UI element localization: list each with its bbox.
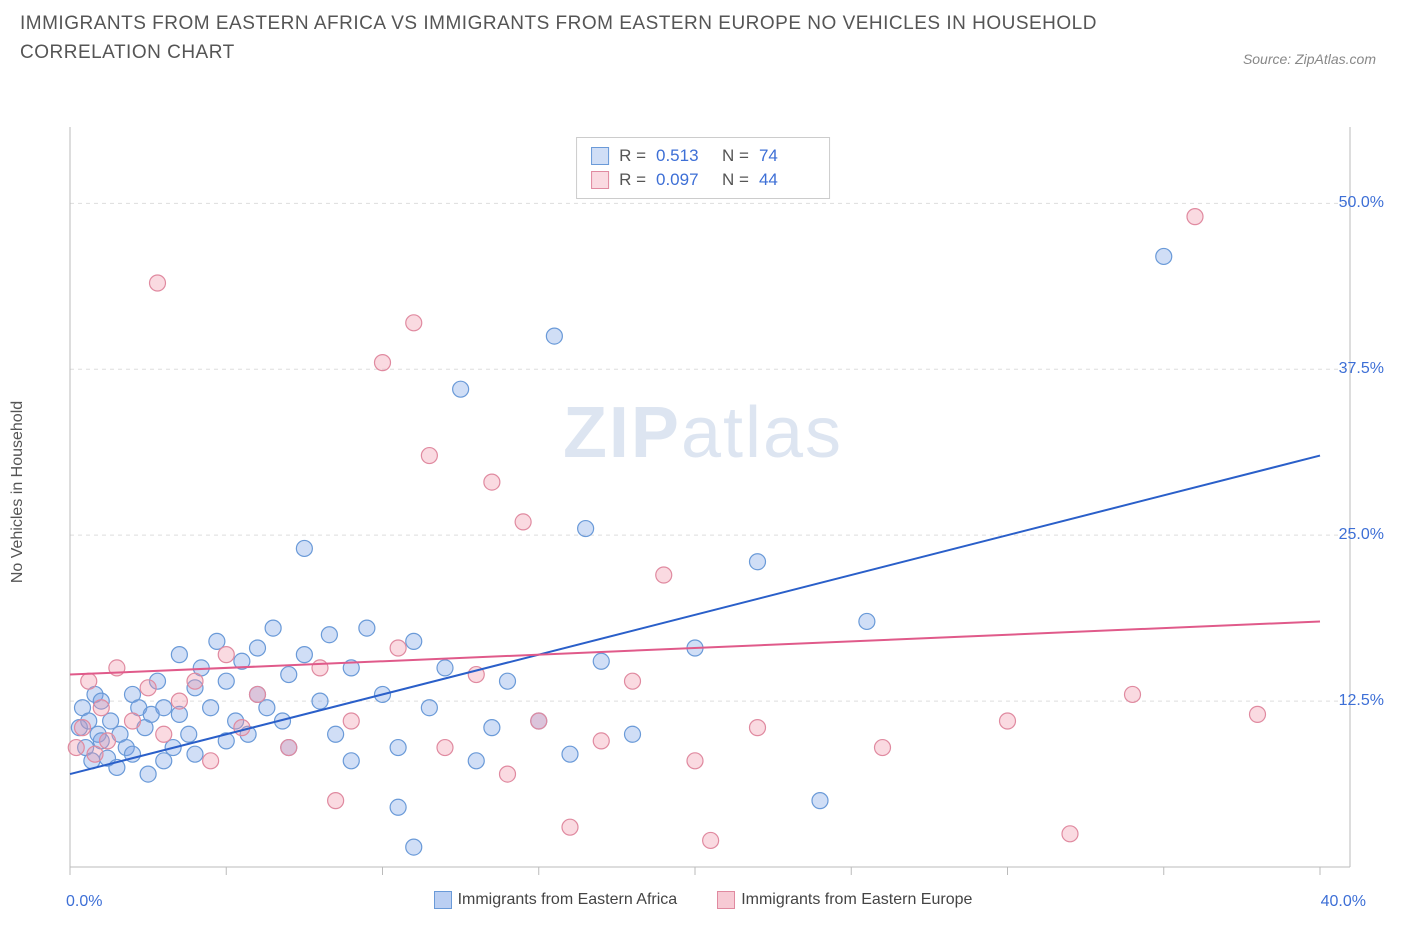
stats-legend: R =0.513N =74R =0.097N =44 (576, 137, 830, 199)
y-axis-tick: 37.5% (1339, 360, 1384, 378)
y-axis-tick: 25.0% (1339, 526, 1384, 544)
legend-label: Immigrants from Eastern Europe (741, 891, 972, 909)
legend-label: Immigrants from Eastern Africa (458, 891, 678, 909)
legend-swatch (717, 891, 735, 909)
stats-row: R =0.097N =44 (591, 168, 815, 192)
legend-swatch (591, 147, 609, 165)
source-label: Source: ZipAtlas.com (1243, 51, 1376, 67)
y-axis-tick: 12.5% (1339, 692, 1384, 710)
y-axis-label: No Vehicles in Household (9, 401, 27, 583)
legend-item: Immigrants from Eastern Europe (717, 891, 972, 909)
chart-title: IMMIGRANTS FROM EASTERN AFRICA VS IMMIGR… (20, 10, 1120, 67)
stats-row: R =0.513N =74 (591, 144, 815, 168)
y-axis-tick: 50.0% (1339, 194, 1384, 212)
legend-swatch (434, 891, 452, 909)
legend-swatch (591, 171, 609, 189)
legend-item: Immigrants from Eastern Africa (434, 891, 678, 909)
legend-bottom: Immigrants from Eastern Africa Immigrants… (10, 891, 1396, 909)
chart-container: No Vehicles in Household ZIPatlas R =0.5… (10, 67, 1396, 917)
